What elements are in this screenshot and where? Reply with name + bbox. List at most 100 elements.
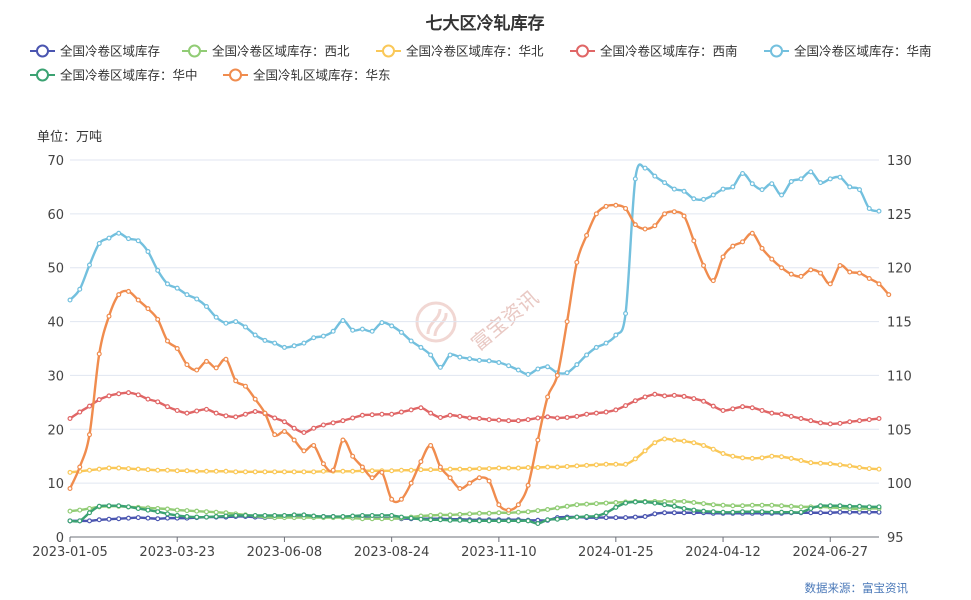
data-point [564,515,570,521]
data-point [77,409,83,415]
data-point [671,437,677,443]
data-point [213,314,219,320]
data-point [701,508,707,514]
data-point [730,503,736,509]
y-right-tick-label: 100 [887,477,912,492]
legend-item[interactable]: 全国冷卷区域库存：华南 [764,44,932,59]
data-point [662,502,668,508]
data-point [496,465,502,471]
legend-label: 全国冷卷区域库存 [60,44,160,59]
data-point [798,416,804,422]
data-point [213,509,219,515]
data-point [603,515,609,521]
data-point [408,338,414,344]
y-left-tick-label: 60 [47,208,64,223]
data-point [554,516,560,522]
data-point [281,419,287,425]
data-point [330,467,336,473]
data-point [467,466,473,472]
data-point [486,466,492,472]
data-point [408,467,414,473]
watermark-text: 富宝资讯 [466,286,543,356]
data-point [203,303,209,309]
data-point [671,392,677,398]
data-point [769,509,775,515]
legend-item[interactable]: 全国冷卷区域库存 [30,44,160,59]
data-point [418,459,424,465]
series-line [69,391,880,434]
data-point [164,511,170,517]
data-point [389,411,395,417]
legend-item[interactable]: 全国冷卷区域库存：华北 [376,44,544,59]
legend-marker-icon [36,68,49,82]
data-point [428,517,434,523]
legend-item[interactable]: 全国冷卷区域库存：西北 [182,44,350,59]
data-point [506,518,512,524]
data-point [447,412,453,418]
data-point [808,418,814,424]
data-point [233,378,239,384]
data-point [730,509,736,515]
data-point [535,366,541,372]
data-point [681,213,687,219]
data-point [125,288,131,294]
data-point [223,413,229,419]
y-right-tick-label: 105 [887,423,912,438]
data-point [652,391,658,397]
series-line [68,203,890,512]
data-point [291,437,297,443]
data-point [593,410,599,416]
data-point [632,398,638,404]
data-point [671,498,677,504]
data-point [418,344,424,350]
data-point [808,505,814,511]
legend-item[interactable]: 全国冷轧区域库存：华东 [223,68,391,83]
data-point [525,417,531,423]
data-point [350,513,356,519]
data-point [642,226,648,232]
data-point [96,351,102,357]
data-point [437,517,443,523]
legend-item[interactable]: 全国冷卷区域库存：华中 [30,68,198,83]
data-point [769,502,775,508]
data-point [525,465,531,471]
data-point [866,275,872,281]
data-point [749,455,755,461]
data-point [866,466,872,472]
data-point [632,456,638,462]
y-left-tick-label: 40 [47,316,64,331]
data-point [174,512,180,518]
data-point [769,453,775,459]
data-point [769,181,775,187]
data-point [174,468,180,474]
data-point [350,468,356,474]
data-point [77,464,83,470]
data-point [252,332,258,338]
data-point [106,235,112,241]
data-point [379,320,385,326]
data-point [554,505,560,511]
legend-item[interactable]: 全国冷卷区域库存：西南 [570,44,738,59]
data-point [428,467,434,473]
data-point [847,503,853,509]
data-point [418,405,424,411]
data-point [86,505,92,511]
data-point [720,451,726,457]
data-point [808,460,814,466]
data-point [623,500,629,506]
data-point [847,463,853,469]
x-tick-label: 2023-11-10 [461,545,537,560]
data-point [564,414,570,420]
data-point [720,407,726,413]
data-point [223,320,229,326]
data-point [330,420,336,426]
data-point [876,416,882,422]
data-point [476,518,482,524]
data-point [135,515,141,521]
data-point [857,418,863,424]
x-tick-label: 2024-06-27 [792,545,868,560]
data-point [418,516,424,522]
data-point [145,467,151,473]
y-left-tick-label: 10 [47,477,64,492]
data-point [125,515,131,521]
